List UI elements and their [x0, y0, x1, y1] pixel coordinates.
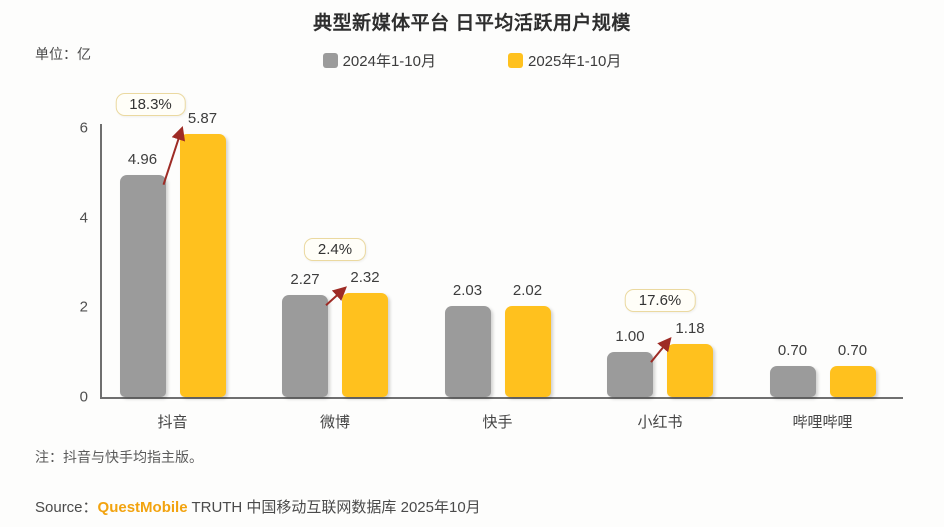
legend-swatch-2025 [508, 53, 523, 68]
source-line: Source：QuestMobile TRUTH 中国移动互联网数据库 2025… [35, 496, 481, 517]
bar-value-label: 2.27 [290, 271, 320, 289]
y-tick-label: 6 [79, 119, 88, 137]
legend-item-2025: 2025年1-10月 [508, 50, 621, 71]
bar-value-label: 1.00 [615, 328, 645, 346]
bar-2024 [282, 295, 328, 397]
legend-label-2025: 2025年1-10月 [528, 53, 622, 70]
x-category-label: 抖音 [157, 414, 188, 431]
bar-2025 [179, 133, 226, 397]
unit-label: 单位：亿 [35, 46, 91, 62]
x-category-label: 哔哩哔哩 [792, 414, 853, 431]
bar-2024 [119, 174, 166, 397]
bar-2024 [607, 352, 653, 397]
bar-value-label: 0.70 [777, 341, 808, 359]
source-rest: TRUTH 中国移动互联网数据库 2025年10月 [187, 499, 481, 516]
bar-value-label: 0.70 [837, 341, 868, 359]
growth-badge: 2.4% [303, 237, 367, 261]
legend-item-2024: 2024年1-10月 [322, 50, 436, 71]
x-axis-line [100, 397, 903, 399]
bar-value-label: 5.87 [187, 109, 218, 127]
chart-title: 典型新媒体平台 日平均活跃用户规模 [313, 13, 631, 34]
bar-value-label: 1.18 [675, 320, 705, 338]
note-text: 注：抖音与快手均指主版。 [35, 449, 203, 465]
y-axis-line [100, 124, 102, 397]
bar-2025 [667, 344, 713, 397]
bar-2025 [342, 292, 388, 397]
source-brand: QuestMobile [97, 499, 188, 516]
y-tick-label: 2 [79, 298, 88, 316]
bar-2025 [829, 365, 876, 397]
x-category-label: 小红书 [637, 414, 683, 431]
source-prefix: Source： [35, 499, 98, 516]
bar-value-label: 2.02 [512, 282, 543, 300]
x-category-label: 微博 [319, 414, 350, 431]
bar-2025 [504, 306, 551, 397]
legend-swatch-2024 [322, 53, 338, 68]
y-tick-label: 4 [79, 209, 88, 227]
growth-badge: 17.6% [624, 289, 696, 313]
x-category-label: 快手 [482, 414, 513, 431]
bar-2024 [444, 305, 491, 397]
bar-2024 [769, 365, 816, 397]
legend-label-2024: 2024年1-10月 [342, 53, 436, 70]
growth-badge: 18.3% [115, 92, 186, 116]
bar-value-label: 2.32 [350, 268, 380, 286]
legend: 2024年1-10月 2025年1-10月 [0, 50, 944, 71]
y-tick-label: 0 [79, 388, 88, 406]
bar-value-label: 2.03 [452, 281, 483, 299]
bar-value-label: 4.96 [127, 150, 158, 168]
